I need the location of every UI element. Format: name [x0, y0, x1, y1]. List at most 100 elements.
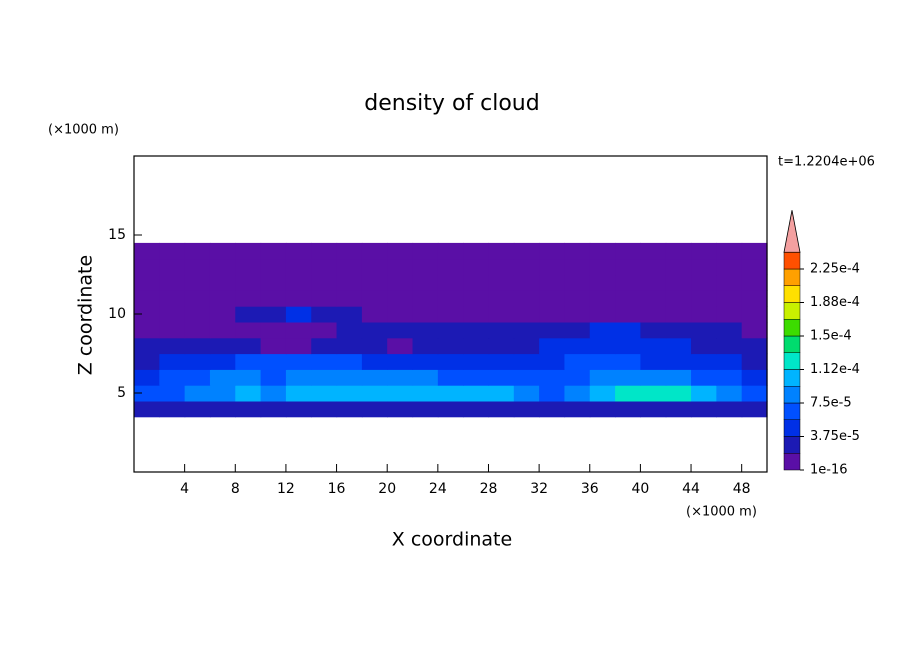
contour-cell: [209, 385, 236, 402]
contour-cell: [513, 306, 540, 323]
contour-cell: [513, 321, 540, 339]
contour-cell: [285, 290, 312, 307]
contour-cell: [564, 274, 591, 291]
contour-cell: [640, 306, 667, 323]
contour-cell: [412, 258, 439, 276]
contour-cell: [361, 353, 388, 370]
contour-cell: [741, 337, 768, 355]
contour-cell: [260, 321, 287, 339]
contour-cell: [209, 353, 236, 370]
contour-cell: [260, 306, 287, 323]
contour-cell: [488, 306, 515, 323]
contour-cell: [209, 306, 236, 323]
contour-cell: [741, 258, 768, 276]
contour-cell: [336, 321, 363, 339]
contour-cell: [336, 290, 363, 307]
contour-cell: [716, 242, 743, 260]
x-tick-label: 4: [180, 481, 189, 497]
contour-cell: [209, 321, 236, 339]
colorbar-above: [783, 210, 801, 253]
contour-cell: [134, 369, 160, 386]
contour-cell: [336, 369, 363, 386]
contour-cell: [691, 337, 717, 355]
contour-cell: [463, 290, 490, 307]
contour-cell: [412, 306, 439, 323]
contour-cell: [513, 258, 540, 276]
contour-cell: [564, 306, 591, 323]
colorbar-tick-label: 7.5e-5: [810, 396, 852, 411]
colorbar-band: [783, 369, 801, 387]
contour-cell: [513, 385, 540, 402]
contour-cell: [285, 385, 312, 402]
contour-cell: [615, 321, 641, 339]
contour-cell: [463, 337, 490, 355]
contour-cell: [260, 258, 287, 276]
contour-cell: [361, 242, 388, 260]
contour-cell: [361, 306, 388, 323]
contour-cell: [285, 400, 312, 418]
contour-cell: [260, 242, 287, 260]
contour-cell: [488, 400, 515, 418]
contour-cell: [412, 400, 439, 418]
colorbar-tick-label: 2.25e-4: [810, 262, 860, 277]
contour-cell: [285, 274, 312, 291]
contour-cell: [437, 369, 464, 386]
contour-cell: [159, 306, 186, 323]
contour-cell: [209, 274, 236, 291]
contour-cell: [741, 369, 768, 386]
contour-cell: [311, 258, 338, 276]
contour-cell: [184, 337, 211, 355]
contour-cell: [285, 306, 312, 323]
contour-cell: [564, 321, 591, 339]
contour-cell: [235, 306, 262, 323]
contour-cell: [539, 274, 566, 291]
x-unit: (×1000 m): [686, 505, 757, 520]
contour-cell: [589, 306, 616, 323]
contour-cell: [235, 400, 262, 418]
contour-cell: [311, 400, 338, 418]
contour-cell: [311, 242, 338, 260]
contour-cell: [539, 369, 566, 386]
y-unit: (×1000 m): [48, 123, 119, 138]
contour-cell: [640, 242, 667, 260]
contour-cell: [285, 242, 312, 260]
colorbar-band: [783, 285, 801, 303]
contour-cell: [260, 369, 287, 386]
contour-cell: [159, 353, 186, 370]
x-tick-label: 28: [480, 481, 498, 497]
contour-cell: [615, 290, 641, 307]
contour-cell: [716, 321, 743, 339]
contour-cell: [463, 258, 490, 276]
contour-cell: [159, 400, 186, 418]
contour-cell: [134, 306, 160, 323]
contour-cell: [716, 274, 743, 291]
contour-cell: [665, 274, 692, 291]
contour-cell: [361, 274, 388, 291]
colorbar-band: [783, 268, 801, 286]
contour-cell: [387, 321, 414, 339]
contour-cell: [665, 242, 692, 260]
contour-cell: [741, 242, 768, 260]
colorbar-band: [783, 352, 801, 370]
contour-cell: [615, 306, 641, 323]
contour-cell: [665, 385, 692, 402]
contour-cell: [209, 369, 236, 386]
contour-cell: [691, 321, 717, 339]
contour-cell: [488, 385, 515, 402]
contour-cell: [437, 258, 464, 276]
contour-cell: [361, 400, 388, 418]
contour-cell: [665, 321, 692, 339]
colorbar-band: [783, 436, 801, 454]
time-label: t=1.2204e+06: [778, 155, 875, 170]
contour-cell: [539, 385, 566, 402]
contour-cell: [184, 306, 211, 323]
contour-cell: [564, 369, 591, 386]
contour-cell: [260, 274, 287, 291]
contour-cell: [463, 385, 490, 402]
contour-cell: [387, 258, 414, 276]
contour-cell: [463, 369, 490, 386]
contour-cell: [260, 337, 287, 355]
contour-cell: [437, 274, 464, 291]
contour-cell: [184, 242, 211, 260]
